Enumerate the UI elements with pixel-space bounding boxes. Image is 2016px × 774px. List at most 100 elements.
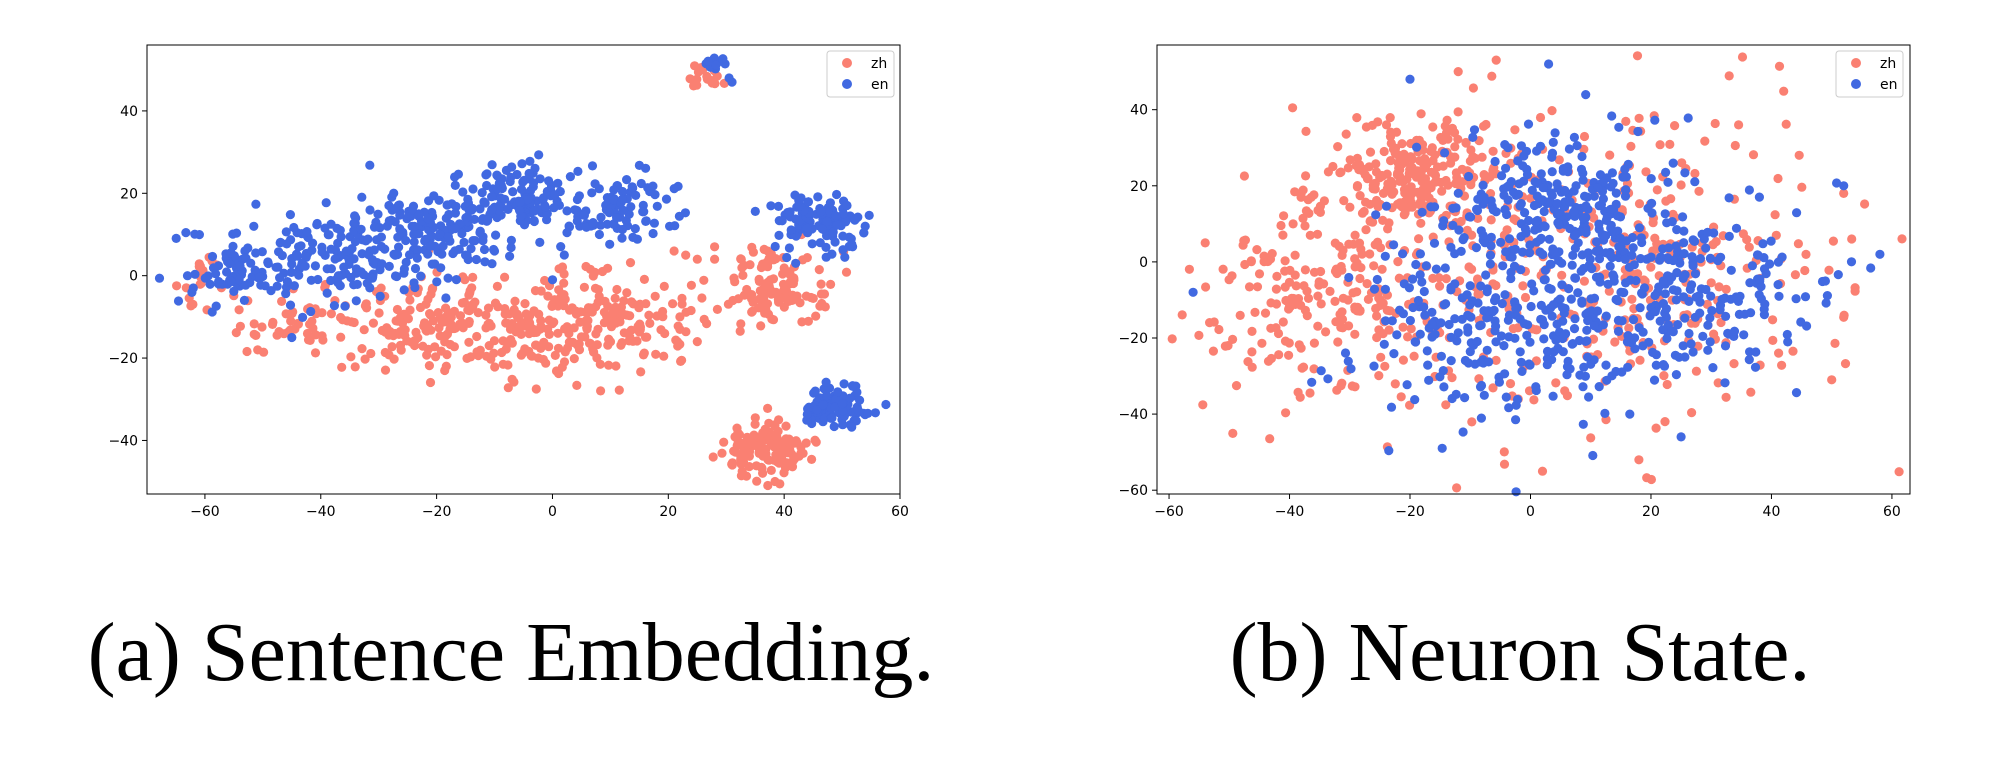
data-point-en	[302, 227, 312, 237]
legend-label-en: en	[871, 77, 889, 93]
data-point-zh	[1313, 291, 1323, 301]
data-point-zh	[374, 308, 384, 318]
data-point-zh	[1453, 107, 1463, 117]
y-tick-label: 0	[129, 269, 138, 285]
data-point-zh	[1441, 400, 1451, 410]
x-tick-label: 60	[1883, 504, 1901, 520]
data-point-en	[1695, 308, 1705, 318]
data-point-zh	[1424, 193, 1434, 203]
data-point-en	[1544, 234, 1554, 244]
data-point-en	[1587, 264, 1597, 274]
data-point-zh	[754, 274, 764, 284]
data-point-en	[1517, 247, 1528, 257]
data-point-en	[1577, 250, 1587, 260]
data-point-zh	[1505, 379, 1516, 389]
data-point-en	[1583, 352, 1593, 362]
data-point-en	[1510, 333, 1520, 343]
data-point-en	[669, 184, 679, 194]
data-point-zh	[1774, 61, 1785, 71]
data-point-zh	[1734, 120, 1744, 130]
data-point-zh	[1839, 188, 1849, 198]
data-point-zh	[1518, 281, 1528, 291]
data-point-en	[1592, 306, 1603, 316]
data-point-zh	[1839, 312, 1849, 322]
x-tick-label: 60	[891, 504, 909, 520]
data-point-zh	[458, 323, 468, 333]
data-point-zh	[1713, 378, 1723, 388]
data-point-zh	[1738, 229, 1748, 239]
data-point-zh	[1409, 351, 1419, 361]
data-point-zh	[1375, 295, 1385, 305]
data-point-en	[287, 259, 297, 269]
data-point-en	[821, 377, 831, 387]
data-point-en	[1482, 313, 1492, 323]
data-point-zh	[632, 336, 642, 346]
data-point-en	[1486, 232, 1496, 242]
data-point-en	[1453, 188, 1463, 198]
y-tick-label: 20	[120, 186, 138, 202]
data-point-en	[1624, 262, 1634, 272]
data-point-zh	[644, 310, 654, 320]
data-point-zh	[415, 302, 426, 313]
data-point-en	[852, 387, 862, 397]
data-point-en	[436, 263, 446, 273]
data-point-en	[273, 262, 283, 272]
data-point-en	[1437, 443, 1447, 453]
data-point-zh	[1437, 186, 1447, 196]
data-point-en	[1636, 233, 1646, 243]
data-point-zh	[738, 270, 748, 280]
data-point-zh	[1280, 282, 1290, 292]
data-point-zh	[752, 476, 762, 486]
data-point-en	[517, 159, 527, 169]
data-point-zh	[1167, 334, 1177, 344]
data-point-en	[1478, 180, 1488, 190]
data-point-zh	[1239, 171, 1249, 181]
data-point-en	[416, 271, 426, 281]
data-point-zh	[766, 439, 776, 449]
data-point-zh	[1300, 265, 1310, 275]
data-point-en	[1570, 273, 1580, 283]
data-point-zh	[1390, 379, 1400, 389]
data-point-zh	[1397, 139, 1407, 149]
data-point-en	[450, 180, 460, 190]
data-point-zh	[1260, 308, 1271, 318]
data-point-zh	[686, 280, 697, 290]
data-point-en	[154, 273, 165, 283]
data-point-zh	[1847, 234, 1857, 244]
data-point-zh	[533, 353, 543, 363]
data-point-en	[1501, 392, 1511, 402]
data-point-en	[1466, 212, 1476, 222]
data-point-zh	[445, 324, 455, 334]
data-point-en	[275, 273, 285, 283]
data-point-zh	[1779, 86, 1789, 96]
data-point-zh	[257, 322, 267, 332]
data-point-zh	[1355, 306, 1365, 316]
data-point-zh	[1513, 323, 1523, 333]
data-point-zh	[1827, 375, 1837, 385]
data-point-en	[827, 413, 837, 423]
data-point-en	[352, 279, 362, 289]
data-point-zh	[1447, 373, 1457, 383]
data-point-en	[1542, 346, 1553, 356]
data-point-zh	[612, 284, 622, 295]
data-point-zh	[470, 297, 480, 307]
data-point-en	[1716, 252, 1726, 262]
data-point-en	[313, 274, 323, 285]
data-point-zh	[1641, 167, 1651, 177]
y-tick-label: −20	[1118, 331, 1148, 347]
data-point-en	[1706, 291, 1716, 301]
data-point-zh	[1246, 256, 1256, 266]
data-point-en	[285, 210, 295, 220]
data-point-en	[847, 422, 857, 432]
data-point-en	[1761, 269, 1771, 279]
data-point-en	[617, 194, 628, 204]
data-point-zh	[1746, 387, 1756, 397]
data-point-zh	[1252, 282, 1263, 292]
data-point-en	[1680, 168, 1690, 178]
data-point-zh	[729, 446, 739, 456]
data-point-en	[628, 232, 638, 242]
data-point-en	[1658, 276, 1668, 286]
data-point-en	[711, 60, 721, 70]
data-point-en	[249, 221, 259, 231]
data-point-en	[1513, 156, 1523, 166]
